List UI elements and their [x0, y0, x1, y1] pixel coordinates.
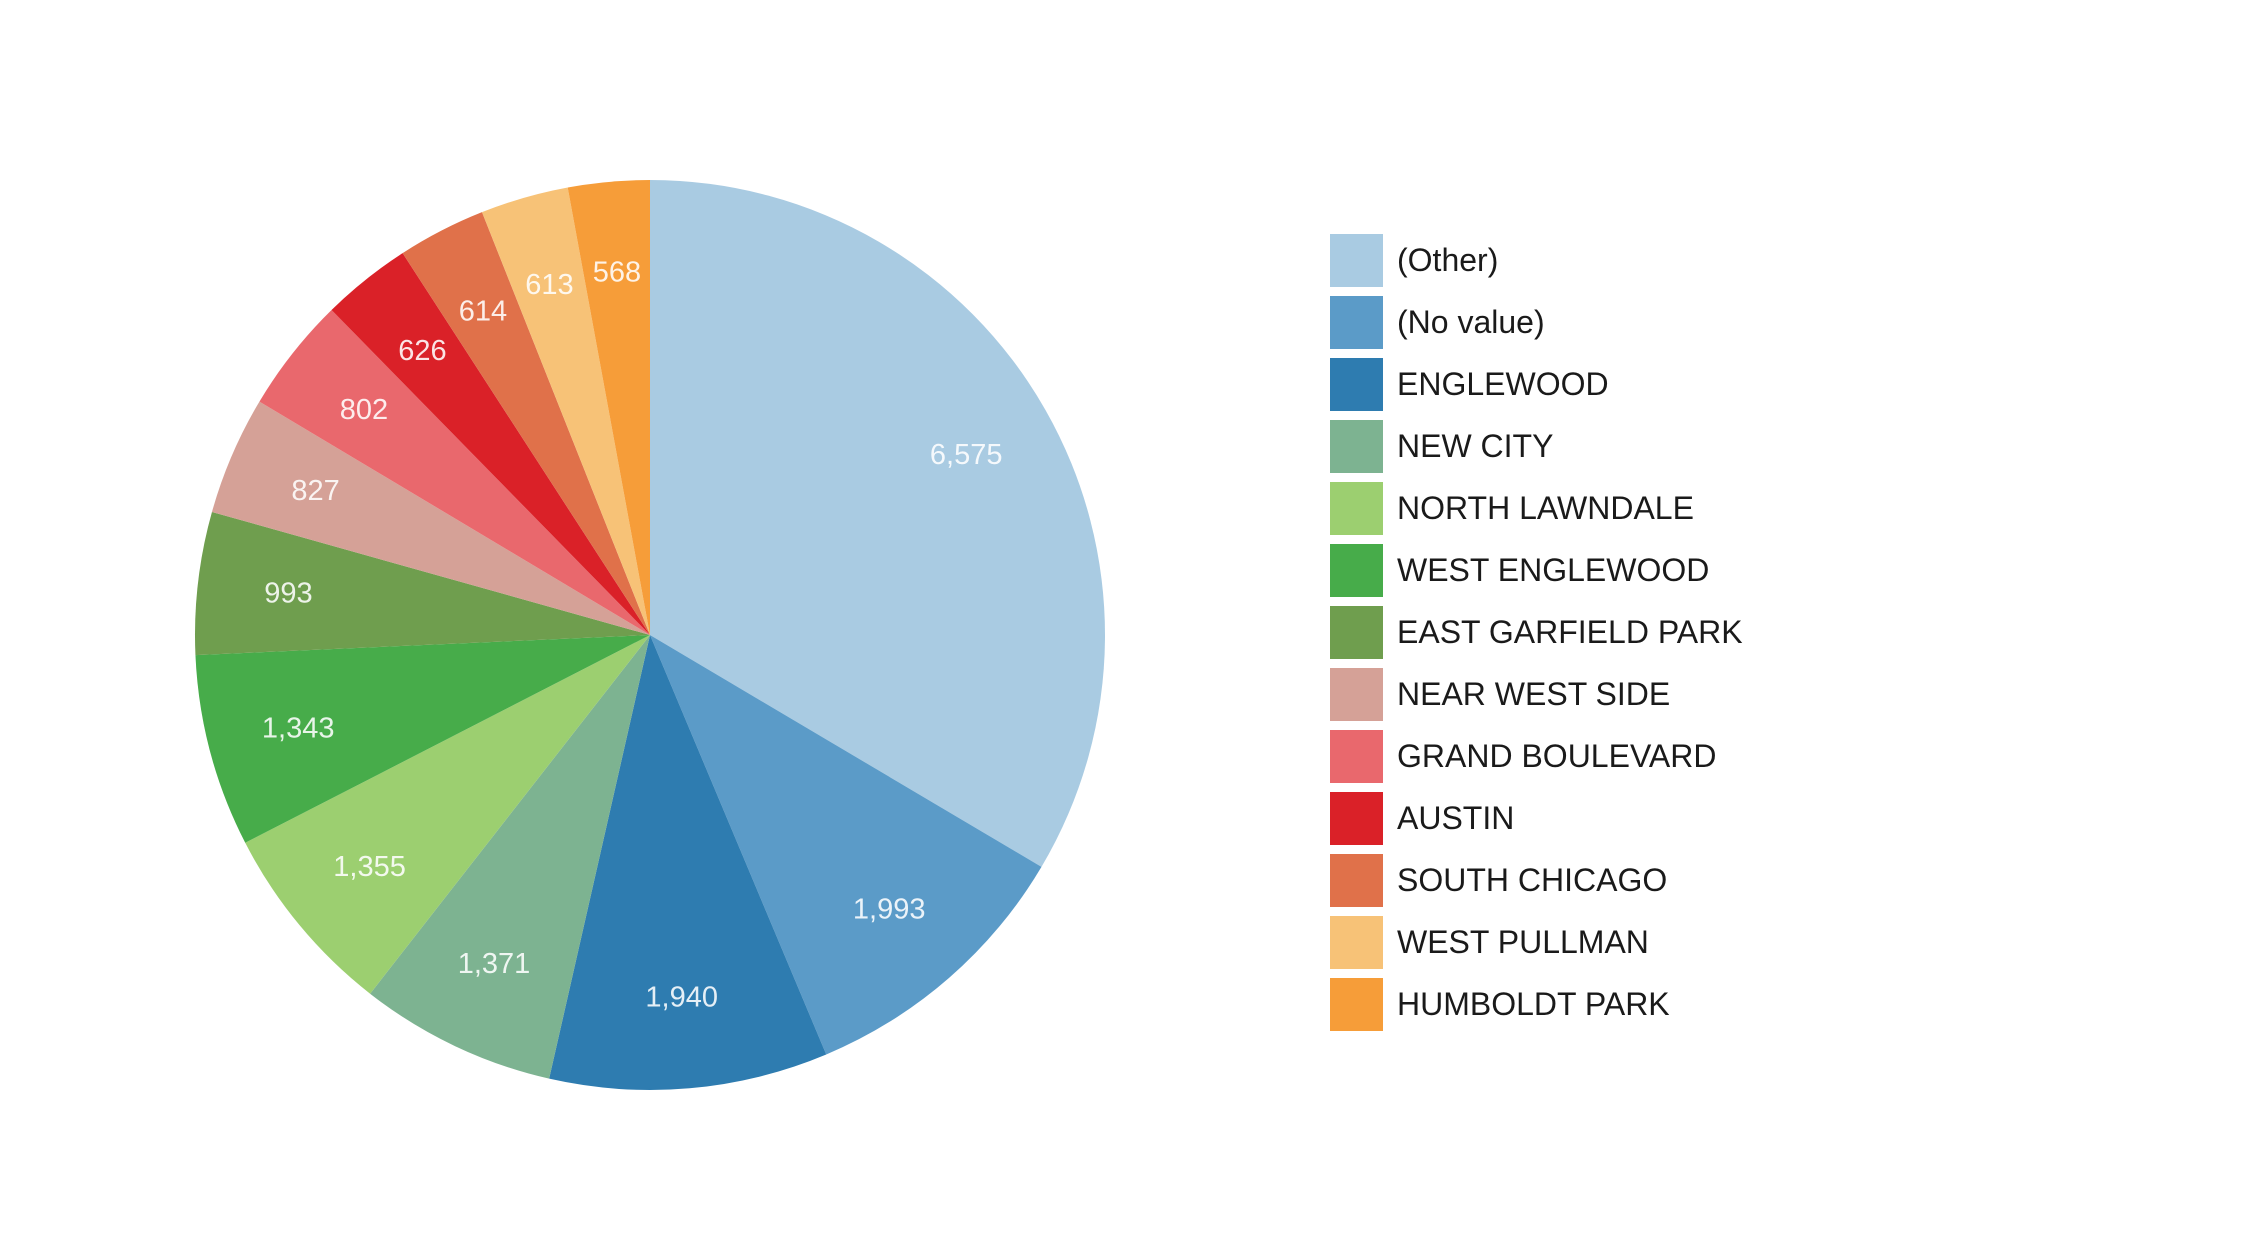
legend-item-new-city[interactable]: NEW CITY: [1330, 420, 1743, 473]
pie-slice-west-englewood[interactable]: [195, 635, 650, 843]
pie-slice-north-lawndale[interactable]: [245, 635, 650, 994]
pie-slice-west-pullman[interactable]: [481, 187, 650, 635]
legend-item-west-pullman[interactable]: WEST PULLMAN: [1330, 916, 1743, 969]
legend-swatch: [1330, 792, 1383, 845]
legend-item-north-lawndale[interactable]: NORTH LAWNDALE: [1330, 482, 1743, 535]
pie-slice-other[interactable]: [650, 180, 1106, 867]
pie-slice-grand-boulevard[interactable]: [259, 310, 650, 635]
pie-slice-englewood[interactable]: [549, 635, 827, 1090]
legend-label: SOUTH CHICAGO: [1397, 862, 1668, 898]
pie-slice-no-value[interactable]: [650, 635, 1042, 1055]
legend-swatch: [1330, 544, 1383, 597]
legend-item-east-garfield-park[interactable]: EAST GARFIELD PARK: [1330, 606, 1743, 659]
chart-legend: (Other) (No value) ENGLEWOOD NEW CITY NORTH …: [1330, 234, 1743, 1040]
pie-slice-near-west-side[interactable]: [211, 401, 650, 635]
pie-slice-humboldt-park[interactable]: [567, 180, 650, 635]
legend-label: EAST GARFIELD PARK: [1397, 614, 1743, 650]
legend-swatch: [1330, 606, 1383, 659]
legend-item-other[interactable]: (Other): [1330, 234, 1743, 287]
legend-label: AUSTIN: [1397, 800, 1515, 836]
legend-swatch: [1330, 482, 1383, 535]
legend-label: (No value): [1397, 304, 1545, 340]
legend-swatch: [1330, 234, 1383, 287]
legend-swatch: [1330, 420, 1383, 473]
legend-item-west-englewood[interactable]: WEST ENGLEWOOD: [1330, 544, 1743, 597]
legend-label: WEST ENGLEWOOD: [1397, 552, 1710, 588]
legend-label: (Other): [1397, 242, 1499, 278]
legend-swatch: [1330, 916, 1383, 969]
legend-label: WEST PULLMAN: [1397, 924, 1649, 960]
legend-item-englewood[interactable]: ENGLEWOOD: [1330, 358, 1743, 411]
legend-swatch: [1330, 978, 1383, 1031]
legend-swatch: [1330, 358, 1383, 411]
legend-label: ENGLEWOOD: [1397, 366, 1609, 402]
legend-swatch: [1330, 668, 1383, 721]
legend-label: NEAR WEST SIDE: [1397, 676, 1671, 712]
legend-item-no-value[interactable]: (No value): [1330, 296, 1743, 349]
pie-slice-new-city[interactable]: [370, 635, 650, 1079]
legend-label: NEW CITY: [1397, 428, 1554, 464]
legend-item-near-west-side[interactable]: NEAR WEST SIDE: [1330, 668, 1743, 721]
legend-item-austin[interactable]: AUSTIN: [1330, 792, 1743, 845]
legend-label: GRAND BOULEVARD: [1397, 738, 1717, 774]
legend-swatch: [1330, 730, 1383, 783]
legend-swatch: [1330, 296, 1383, 349]
legend-item-humboldt-park[interactable]: HUMBOLDT PARK: [1330, 978, 1743, 1031]
pie-slice-south-chicago[interactable]: [402, 212, 650, 635]
pie-slice-east-garfield-park[interactable]: [194, 511, 650, 656]
legend-swatch: [1330, 854, 1383, 907]
legend-label: NORTH LAWNDALE: [1397, 490, 1694, 526]
pie-slice-austin[interactable]: [331, 253, 650, 635]
legend-item-south-chicago[interactable]: SOUTH CHICAGO: [1330, 854, 1743, 907]
legend-item-grand-boulevard[interactable]: GRAND BOULEVARD: [1330, 730, 1743, 783]
legend-label: HUMBOLDT PARK: [1397, 986, 1670, 1022]
